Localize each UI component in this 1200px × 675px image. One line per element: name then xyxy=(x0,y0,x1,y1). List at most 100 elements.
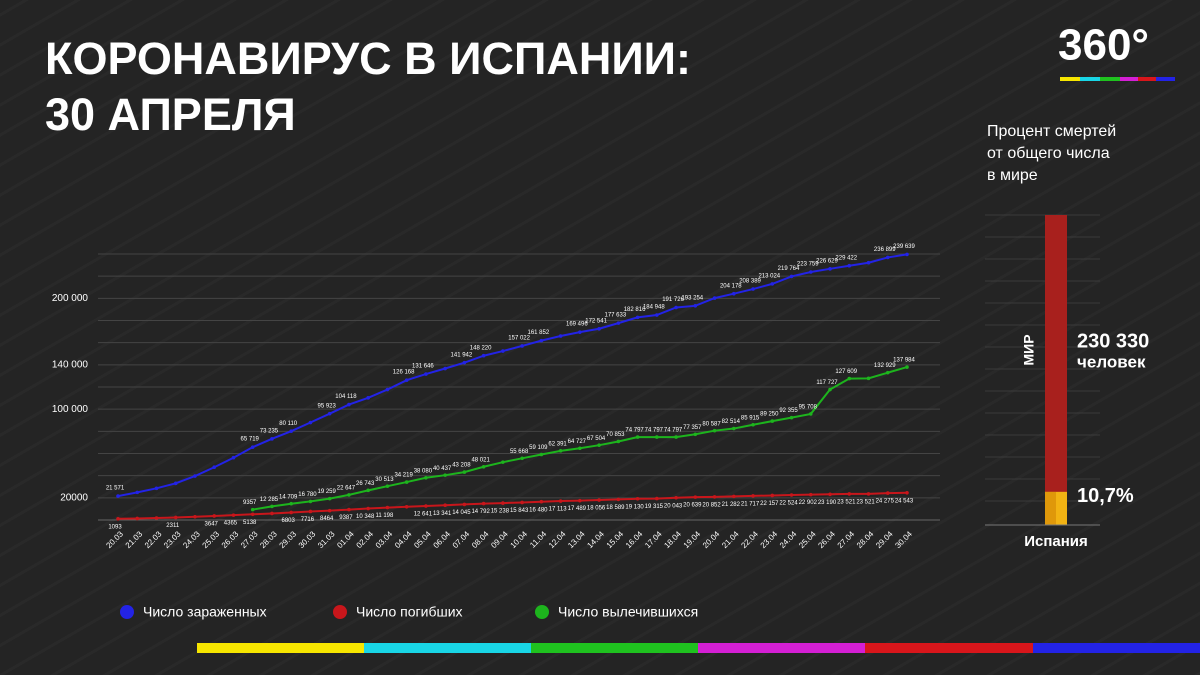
data-point xyxy=(712,495,717,499)
data-label: 65 719 xyxy=(241,437,260,443)
x-tick-label: 20.03 xyxy=(104,529,125,550)
data-point xyxy=(366,488,370,493)
data-point xyxy=(866,492,871,496)
data-point xyxy=(173,515,178,520)
data-point xyxy=(231,455,236,460)
data-point xyxy=(481,464,486,469)
data-point xyxy=(655,313,659,317)
data-label: 1093 xyxy=(108,524,122,530)
data-point xyxy=(212,465,217,470)
share-label: 10,7% xyxy=(1077,485,1134,507)
data-label: 191 726 xyxy=(662,297,684,303)
data-point xyxy=(308,509,313,514)
data-point xyxy=(712,296,717,300)
data-label: 21 282 xyxy=(722,502,741,508)
data-label: 16 480 xyxy=(529,507,548,513)
x-tick-label: 06.04 xyxy=(432,529,453,550)
data-point xyxy=(270,437,274,441)
x-tick-label: 26.03 xyxy=(220,529,241,550)
data-label: 22 524 xyxy=(779,501,798,507)
data-label: 18 589 xyxy=(606,505,625,511)
data-point xyxy=(424,504,428,508)
logo: 360° xyxy=(1058,21,1149,70)
data-label: 3647 xyxy=(205,522,219,528)
data-label: 11 198 xyxy=(375,513,394,519)
data-label: 48 021 xyxy=(471,457,490,463)
data-point xyxy=(116,494,120,498)
data-label: 14 792 xyxy=(471,509,490,515)
data-point xyxy=(462,502,467,507)
x-tick-label: 30.04 xyxy=(893,529,914,550)
data-point xyxy=(558,334,563,338)
legend-label: Число погибших xyxy=(356,604,463,620)
y-tick-label: 100 000 xyxy=(52,404,89,415)
x-tick-label: 07.04 xyxy=(451,529,472,550)
share-bar xyxy=(1045,491,1067,525)
data-point xyxy=(250,445,255,449)
data-label: 5138 xyxy=(243,520,257,526)
data-label: 126 168 xyxy=(393,370,415,376)
data-label: 55 668 xyxy=(510,449,529,455)
data-label: 26 743 xyxy=(356,481,375,487)
data-label: 95 708 xyxy=(799,405,818,411)
data-point xyxy=(347,402,351,407)
data-point xyxy=(635,315,640,320)
data-point xyxy=(808,412,813,416)
data-point xyxy=(885,491,890,495)
data-label: 6803 xyxy=(282,518,296,524)
total-label: МИР xyxy=(1021,334,1037,365)
data-label: 77 357 xyxy=(683,425,702,431)
data-point xyxy=(789,274,794,279)
data-point xyxy=(693,304,698,308)
data-point xyxy=(443,366,447,371)
data-point xyxy=(520,456,524,461)
data-label: 82 514 xyxy=(722,419,741,425)
data-point xyxy=(597,498,601,502)
data-point xyxy=(885,370,890,375)
data-point xyxy=(828,387,832,392)
x-tick-label: 27.04 xyxy=(836,529,857,550)
data-point xyxy=(770,282,775,286)
x-tick-label: 17.04 xyxy=(643,529,664,550)
data-label: 21 717 xyxy=(741,502,760,508)
x-tick-label: 22.03 xyxy=(143,529,164,550)
data-point xyxy=(250,507,255,512)
y-tick-label: 200 000 xyxy=(52,293,89,304)
data-point xyxy=(751,494,755,498)
data-point xyxy=(866,260,871,265)
title-line: 30 АПРЕЛЯ xyxy=(45,89,296,140)
x-tick-label: 10.04 xyxy=(508,529,529,550)
x-tick-label: 15.04 xyxy=(605,529,626,550)
data-label: 85 915 xyxy=(741,415,760,421)
data-label: 21 571 xyxy=(106,486,125,492)
x-tick-label: 12.04 xyxy=(547,529,568,550)
x-tick-label: 16.04 xyxy=(624,529,645,550)
data-label: 208 389 xyxy=(739,279,761,285)
data-label: 40 437 xyxy=(433,466,452,472)
data-label: 13 341 xyxy=(433,511,452,517)
data-point xyxy=(270,511,274,516)
data-label: 239 639 xyxy=(893,244,915,250)
data-label: 117 727 xyxy=(816,380,838,386)
data-label: 169 496 xyxy=(566,322,588,328)
data-label: 14 045 xyxy=(452,510,471,516)
data-point xyxy=(578,498,582,503)
data-point xyxy=(404,480,409,484)
data-label: 14 709 xyxy=(279,494,298,500)
data-point xyxy=(655,496,659,501)
legend-label: Число зараженных xyxy=(143,604,267,620)
x-tick-label: 04.04 xyxy=(393,529,414,550)
data-label: 9357 xyxy=(243,500,257,506)
bottom-stripe xyxy=(197,643,1200,653)
legend-marker xyxy=(333,605,347,619)
data-point xyxy=(366,396,370,400)
data-point xyxy=(789,415,794,420)
x-tick-label: 29.03 xyxy=(278,529,299,550)
data-label: 226 629 xyxy=(816,258,838,264)
data-label: 219 764 xyxy=(778,266,800,272)
data-label: 10 348 xyxy=(356,514,375,520)
data-label: 95 923 xyxy=(318,403,337,409)
data-point xyxy=(905,365,909,369)
category-label: Испания xyxy=(1024,533,1088,550)
data-label: 15 238 xyxy=(491,509,510,515)
